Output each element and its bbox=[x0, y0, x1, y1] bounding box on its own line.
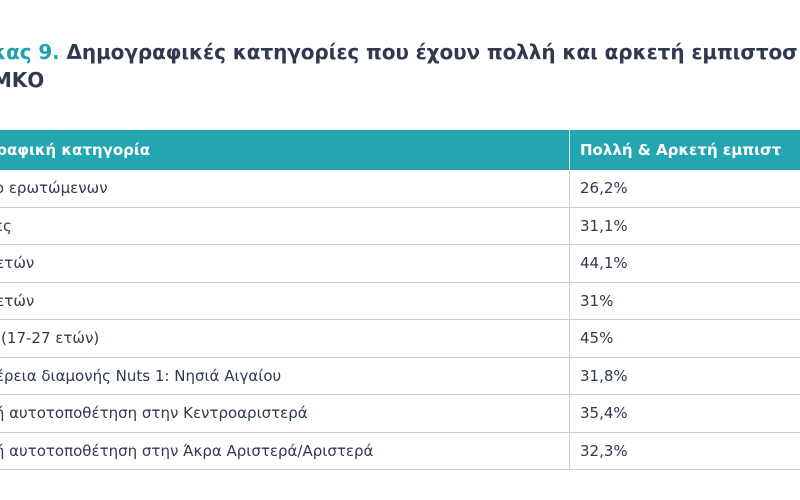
table-row: - ετών 31% bbox=[0, 282, 800, 320]
row-category: κή αυτοτοποθέτηση στην Κεντροαριστερά bbox=[0, 404, 308, 423]
table-row: λο ερωτώμενων 26,2% bbox=[0, 170, 800, 208]
table-row: κή αυτοτοποθέτηση στην Άκρα Αριστερά/Αρι… bbox=[0, 432, 800, 470]
header-value: Πολλή & Αρκετή εμπιστ bbox=[570, 130, 800, 170]
header-value-label: Πολλή & Αρκετή εμπιστ bbox=[580, 141, 782, 159]
table-row: Z (17-27 ετών) 45% bbox=[0, 320, 800, 358]
table-row: - ετών 44,1% bbox=[0, 245, 800, 283]
row-category-cell: κή αυτοτοποθέτηση στην Άκρα Αριστερά/Αρι… bbox=[0, 432, 570, 469]
row-value: 32,3% bbox=[580, 441, 628, 460]
row-category: κες bbox=[0, 216, 12, 235]
row-value: 44,1% bbox=[580, 254, 628, 273]
row-category-cell: - ετών bbox=[0, 245, 570, 282]
row-category: κή αυτοτοποθέτηση στην Άκρα Αριστερά/Αρι… bbox=[0, 441, 374, 460]
row-category-cell: κες bbox=[0, 207, 570, 244]
row-value: 31,1% bbox=[580, 216, 628, 235]
demographics-table: γραφική κατηγορία Πολλή & Αρκετή εμπιστ … bbox=[0, 130, 800, 470]
row-category-cell: φέρεια διαμονής Nuts 1: Νησιά Αιγαίου bbox=[0, 357, 570, 394]
row-value: 26,2% bbox=[580, 179, 628, 198]
table-title-line-2: ΜΚΟ bbox=[0, 68, 45, 92]
row-value: 45% bbox=[580, 329, 614, 348]
row-value-cell: 44,1% bbox=[570, 245, 800, 282]
table-row: κες 31,1% bbox=[0, 207, 800, 245]
row-value-cell: 32,3% bbox=[570, 433, 800, 470]
table-header-row: γραφική κατηγορία Πολλή & Αρκετή εμπιστ bbox=[0, 130, 800, 170]
header-category-label: γραφική κατηγορία bbox=[0, 141, 151, 159]
row-category-cell: - ετών bbox=[0, 282, 570, 319]
table-title-line-1: κας 9. Δημογραφικές κατηγορίες που έχουν… bbox=[0, 38, 800, 66]
row-category-cell: κή αυτοτοποθέτηση στην Κεντροαριστερά bbox=[0, 395, 570, 432]
row-value: 31% bbox=[580, 291, 614, 310]
row-category-cell: Z (17-27 ετών) bbox=[0, 320, 570, 357]
header-category: γραφική κατηγορία bbox=[0, 130, 570, 170]
row-category: - ετών bbox=[0, 291, 35, 310]
row-value: 31,8% bbox=[580, 366, 628, 385]
row-category: - ετών bbox=[0, 254, 35, 273]
table-row: κή αυτοτοποθέτηση στην Κεντροαριστερά 35,… bbox=[0, 395, 800, 433]
row-category-cell: λο ερωτώμενων bbox=[0, 170, 570, 207]
table-row: φέρεια διαμονής Nuts 1: Νησιά Αιγαίου 31,… bbox=[0, 357, 800, 395]
row-value-cell: 45% bbox=[570, 320, 800, 357]
row-value-cell: 31,8% bbox=[570, 358, 800, 395]
row-value-cell: 31% bbox=[570, 283, 800, 320]
table-title: κας 9. Δημογραφικές κατηγορίες που έχουν… bbox=[0, 38, 800, 94]
table-title-text: Δημογραφικές κατηγορίες που έχουν πολλή … bbox=[59, 40, 798, 64]
row-category: λο ερωτώμενων bbox=[0, 179, 108, 198]
row-category: Z (17-27 ετών) bbox=[0, 329, 100, 348]
row-value-cell: 35,4% bbox=[570, 395, 800, 432]
table-number: κας 9. bbox=[0, 40, 60, 64]
row-value: 35,4% bbox=[580, 404, 628, 423]
row-value-cell: 31,1% bbox=[570, 208, 800, 245]
row-value-cell: 26,2% bbox=[570, 170, 800, 207]
row-category: φέρεια διαμονής Nuts 1: Νησιά Αιγαίου bbox=[0, 366, 282, 385]
